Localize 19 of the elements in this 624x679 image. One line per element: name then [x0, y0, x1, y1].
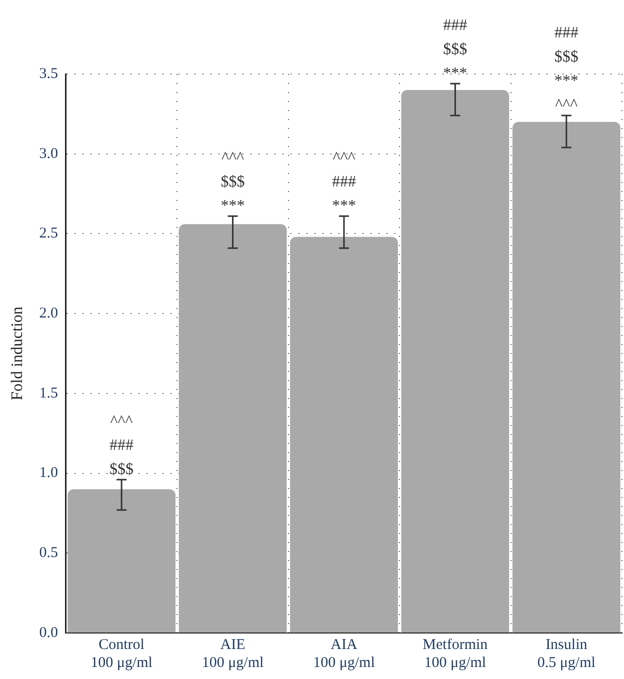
annotation: ^^^ ### *** — [332, 149, 356, 214]
annotation: ### $$$ *** — [443, 16, 468, 82]
y-axis-title: Fold induction — [8, 306, 26, 400]
y-tick-label: 3.0 — [39, 146, 58, 162]
y-tick-label: 2.0 — [39, 306, 58, 322]
annotation: ^^^ ### $$$ — [110, 412, 134, 478]
x-tick-label: Insulin 0.5 μg/ml — [537, 636, 596, 671]
annotation: ^^^ $$$ *** — [220, 149, 245, 214]
y-tick-label: 3.5 — [39, 66, 58, 82]
annotation: ### $$$ *** ^^^ — [554, 24, 578, 114]
x-tick-label: AIE 100 μg/ml — [202, 636, 264, 671]
x-tick-label: Control 100 μg/ml — [90, 636, 152, 671]
y-tick-label: 0.5 — [39, 545, 58, 562]
y-tick-label: 0.0 — [39, 624, 58, 641]
y-tick-label: 2.5 — [39, 226, 58, 242]
x-tick-label: AIA 100 μg/ml — [313, 636, 375, 671]
y-tick-label: 1.5 — [39, 385, 58, 402]
x-tick-label: Metformin 100 μg/ml — [422, 636, 488, 671]
y-tick-label: 1.0 — [39, 465, 58, 482]
